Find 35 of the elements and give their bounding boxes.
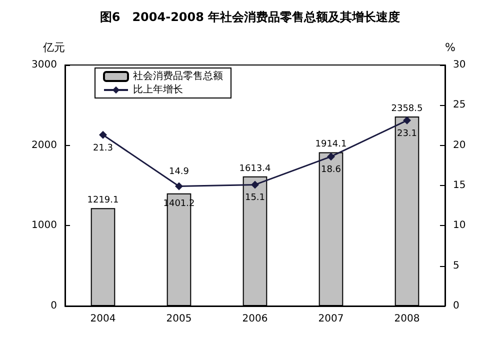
y2-tick-label: 10 [453,220,466,232]
y2-tick-label: 5 [453,260,460,272]
data-label: 23.1 [396,128,418,139]
data-label: 15.1 [244,193,266,204]
data-label: 18.6 [320,165,342,176]
legend-label: 比上年增长 [133,84,183,96]
data-label: 1219.1 [87,196,119,206]
point [99,130,107,139]
chart-title: 图6 2004-2008 年社会消费品零售总额及其增长速度 [100,10,400,24]
data-label: 1914.1 [315,140,347,150]
x-tick-label: 2006 [242,314,268,324]
x-tick-label: 2008 [394,314,420,324]
data-label: 1613.4 [239,164,272,174]
y2-tick-label: 0 [453,300,460,312]
y-tick-label: 2000 [32,140,57,151]
y2-tick-label: 30 [453,60,466,70]
data-label: 21.3 [92,143,114,154]
y-tick-label: 1000 [32,220,57,232]
y2-tick-label: 15 [453,180,466,191]
y-tick-label: 3000 [32,60,57,70]
data-label: 14.9 [168,166,190,177]
y2-tick-label: 20 [453,140,466,151]
x-tick-label: 2005 [166,314,192,324]
y-axis-title: 亿元 [42,41,65,54]
y2-axis-title: % [445,41,456,54]
data-label: 2358.5 [391,104,423,114]
x-tick-label: 2004 [90,314,116,324]
x-tick-label: 2007 [318,314,344,324]
point [251,180,259,189]
y2-tick-label: 25 [453,100,466,111]
legend-label: 社会消费品零售总额 [133,70,223,82]
y-tick-label: 0 [50,300,57,312]
point [403,116,411,124]
point [327,152,335,161]
point [175,182,183,190]
